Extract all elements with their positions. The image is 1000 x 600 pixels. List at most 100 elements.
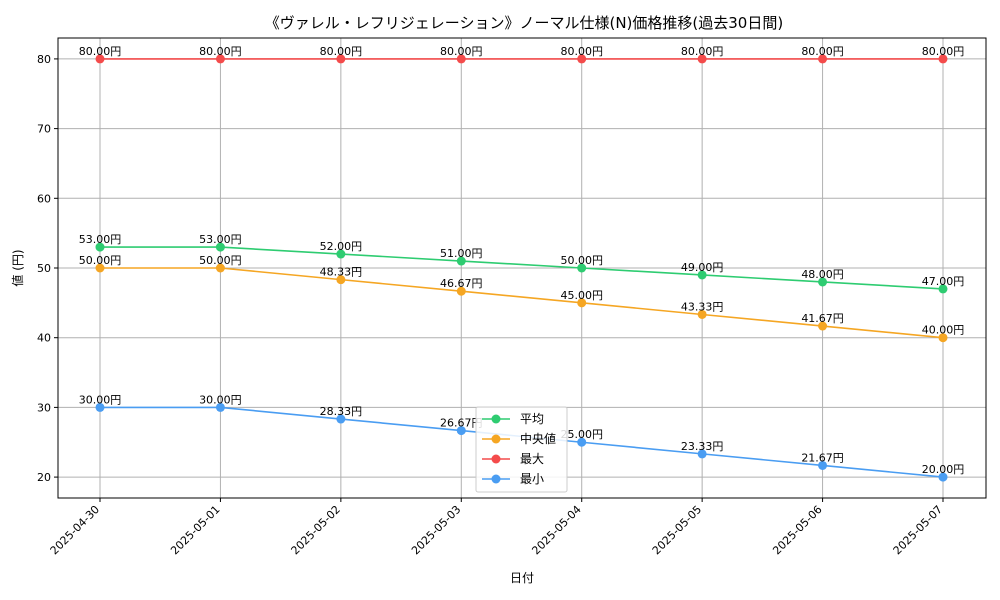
data-label: 53.00円: [199, 233, 242, 246]
data-point: [456, 426, 466, 436]
data-label: 80.00円: [922, 45, 965, 58]
data-label: 30.00円: [79, 393, 122, 406]
data-point: [336, 54, 346, 64]
data-point: [215, 54, 225, 64]
data-point: [215, 402, 225, 412]
data-point: [577, 54, 587, 64]
data-point: [456, 256, 466, 266]
data-label: 50.00円: [199, 254, 242, 267]
x-axis: 2025-04-30 2025-05-01 2025-05-02 2025-05-03…: [48, 498, 945, 557]
data-point: [456, 54, 466, 64]
data-label: 80.00円: [801, 45, 844, 58]
legend-marker: [491, 474, 501, 484]
y-tick-label: 40: [37, 332, 51, 345]
legend-label: 最大: [520, 452, 544, 466]
series-平均: 53.00円 53.00円 52.00円 51.00円 50.00円 49.00円 48.0…: [79, 233, 965, 294]
legend-item: 最大: [482, 452, 544, 466]
series-最小: 30.00円 30.00円 28.33円 26.67円 25.00円 23.33円 21.6…: [79, 393, 965, 482]
data-point: [697, 449, 707, 459]
legend-marker: [491, 454, 501, 464]
data-label: 80.00円: [440, 45, 483, 58]
series-line: [100, 267, 944, 339]
data-point: [697, 270, 707, 280]
data-point: [818, 54, 828, 64]
data-label: 80.00円: [560, 45, 603, 58]
data-point: [95, 54, 105, 64]
data-point: [95, 242, 105, 252]
data-point: [95, 263, 105, 273]
data-label: 46.67円: [440, 277, 483, 290]
data-label: 48.33円: [320, 266, 363, 279]
data-label: 20.00円: [922, 463, 965, 476]
data-point: [818, 321, 828, 331]
data-point: [818, 460, 828, 470]
series-line: [100, 246, 944, 290]
data-point: [577, 437, 587, 447]
y-tick-label: 20: [37, 471, 51, 484]
legend-marker: [491, 414, 501, 424]
data-point: [818, 277, 828, 287]
data-label: 48.00円: [801, 268, 844, 281]
legend-item: 最小: [482, 472, 544, 486]
y-tick-label: 80: [37, 53, 51, 66]
data-label: 21.67円: [801, 451, 844, 464]
y-tick-label: 30: [37, 401, 51, 414]
x-axis-label: 日付: [510, 571, 534, 585]
data-point: [938, 54, 948, 64]
y-axis-label: 値 (円): [10, 249, 25, 286]
x-tick-label: 2025-04-30: [48, 503, 102, 557]
x-tick-label: 2025-05-03: [409, 503, 463, 557]
data-label: 50.00円: [560, 254, 603, 267]
x-tick-label: 2025-05-02: [289, 503, 343, 557]
legend-marker: [491, 434, 501, 444]
data-point: [456, 286, 466, 296]
data-label: 52.00円: [320, 240, 363, 253]
data-point: [577, 298, 587, 308]
data-point: [336, 275, 346, 285]
data-label: 51.00円: [440, 247, 483, 260]
data-point: [336, 249, 346, 259]
data-point: [215, 263, 225, 273]
series-中央値: 50.00円 50.00円 48.33円 46.67円 45.00円 43.33円 41.6…: [79, 254, 965, 343]
data-label: 80.00円: [79, 45, 122, 58]
data-point: [697, 54, 707, 64]
y-tick-label: 50: [37, 262, 51, 275]
data-label: 23.33円: [681, 440, 724, 453]
x-tick-label: 2025-05-04: [529, 503, 583, 557]
y-tick-label: 60: [37, 192, 51, 205]
data-point: [938, 333, 948, 343]
x-tick-label: 2025-05-01: [168, 503, 222, 557]
data-label: 30.00円: [199, 393, 242, 406]
data-label: 43.33円: [681, 300, 724, 313]
data-label: 49.00円: [681, 261, 724, 274]
chart-title: 《ヴァレル・レフリジェレーション》ノーマル仕様(N)価格推移(過去30日間): [265, 14, 783, 32]
legend-label: 平均: [520, 412, 544, 426]
data-label: 80.00円: [681, 45, 724, 58]
data-point: [95, 402, 105, 412]
y-axis: 20 30 40 50 60 70 80: [37, 53, 58, 484]
data-label: 40.00円: [922, 324, 965, 337]
series-最大: 80.00円 80.00円 80.00円 80.00円 80.00円 80.00円 80.0…: [79, 45, 965, 64]
data-label: 26.67円: [440, 417, 483, 430]
data-label: 53.00円: [79, 233, 122, 246]
data-label: 28.33円: [320, 405, 363, 418]
x-tick-label: 2025-05-07: [891, 503, 945, 557]
legend-label: 中央値: [520, 431, 556, 446]
legend-item: 平均: [482, 412, 544, 426]
legend-label: 最小: [520, 472, 544, 486]
y-tick-label: 70: [37, 123, 51, 136]
data-label: 25.00円: [560, 428, 603, 441]
x-tick-label: 2025-05-06: [770, 503, 824, 557]
data-label: 80.00円: [320, 45, 363, 58]
data-point: [336, 414, 346, 424]
data-label: 41.67円: [801, 312, 844, 325]
legend-item: 中央値: [482, 431, 556, 446]
data-point: [577, 263, 587, 273]
data-label: 47.00円: [922, 275, 965, 288]
x-tick-label: 2025-05-05: [650, 503, 704, 557]
data-point: [938, 472, 948, 482]
data-point: [938, 284, 948, 294]
series-group: 53.00円 53.00円 52.00円 51.00円 50.00円 49.00円 48.0…: [79, 45, 965, 482]
data-label: 50.00円: [79, 254, 122, 267]
